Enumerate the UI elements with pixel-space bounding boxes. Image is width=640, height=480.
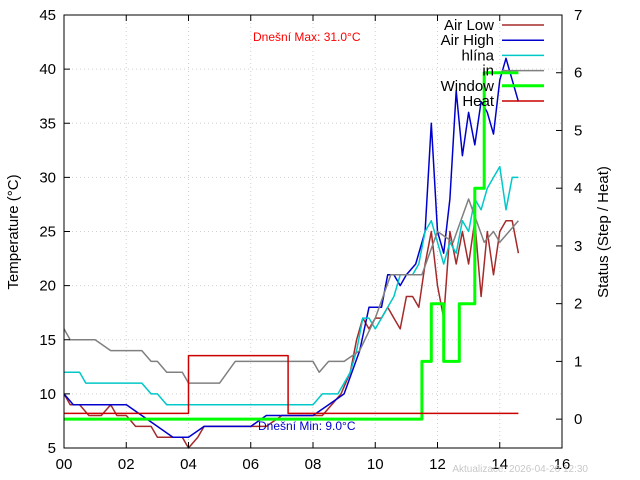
grid: [64, 15, 562, 448]
x-tick-label: 02: [118, 456, 135, 473]
legend-label: Air Low: [444, 17, 494, 34]
y2-tick-label: 4: [574, 180, 582, 197]
series-line-window: [64, 71, 519, 421]
series-line-in: [63, 198, 519, 384]
legend-label: Air High: [441, 32, 494, 49]
y2-tick-label: 1: [574, 353, 582, 370]
y2-tick-label: 3: [574, 238, 582, 255]
y-tick-label: 25: [39, 224, 56, 241]
y2-tick-label: 6: [574, 65, 582, 82]
x-tick-label: 10: [367, 456, 384, 473]
y-tick-label: 20: [39, 278, 56, 295]
x-tick-label: 00: [56, 456, 73, 473]
x-tick-label: 04: [180, 456, 197, 473]
y2-tick-label: 5: [574, 122, 582, 139]
x-tick-label: 08: [305, 456, 322, 473]
update-timestamp: Aktualizace: 2026-04-26 12:30: [452, 464, 588, 475]
y2-tick-label: 0: [574, 411, 582, 428]
y-tick-label: 15: [39, 332, 56, 349]
series-layer: [63, 57, 520, 449]
legend-label: hlína: [461, 47, 494, 64]
legend-label: Window: [441, 78, 495, 95]
y2-tick-label: 2: [574, 296, 582, 313]
y-axis-title: Temperature (°C): [5, 174, 22, 289]
y-tick-label: 30: [39, 169, 56, 186]
x-tick-label: 14: [491, 456, 508, 473]
y-tick-label: 45: [39, 7, 56, 24]
max-temp-annotation: Dnešní Max: 31.0°C: [253, 30, 361, 44]
y-tick-label: 40: [39, 61, 56, 78]
legend-label: in: [482, 63, 494, 80]
min-temp-annotation: Dnešní Min: 9.0°C: [258, 419, 356, 433]
y-tick-label: 35: [39, 115, 56, 132]
series-line-air-high: [63, 57, 520, 438]
x-tick-label: 12: [429, 456, 446, 473]
series-line-hl-na: [64, 165, 519, 406]
legend-label: Heat: [462, 93, 495, 110]
y2-tick-label: 7: [574, 7, 582, 24]
y2-axis-title: Status (Step / Heat): [595, 166, 612, 298]
y-tick-label: 5: [48, 440, 56, 457]
x-tick-label: 16: [554, 456, 571, 473]
y-tick-label: 10: [39, 386, 56, 403]
x-tick-label: 06: [242, 456, 259, 473]
ticks: [63, 14, 563, 449]
series-line-heat: [64, 354, 519, 415]
